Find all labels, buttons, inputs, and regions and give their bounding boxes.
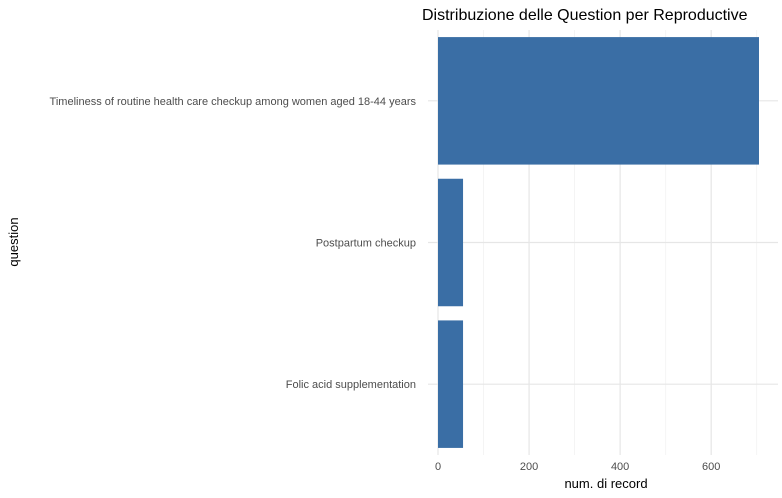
x-tick-label: 0 xyxy=(435,461,441,473)
y-tick-label: Timeliness of routine health care checku… xyxy=(50,96,417,108)
bars xyxy=(438,37,759,448)
x-axis-title: num. di record xyxy=(564,476,647,491)
x-tick-label: 600 xyxy=(702,461,720,473)
y-tick-label: Postpartum checkup xyxy=(316,238,416,250)
x-tick-label: 200 xyxy=(520,461,538,473)
x-tick-labels: 0 200 400 600 xyxy=(435,461,720,473)
y-tick-label: Folic acid supplementation xyxy=(286,379,416,391)
bar xyxy=(438,37,759,165)
y-tick-labels: Timeliness of routine health care checku… xyxy=(50,96,417,391)
bar xyxy=(438,178,464,307)
chart-title: Distribuzione delle Question per Reprodu… xyxy=(422,7,748,24)
x-tick-label: 400 xyxy=(611,461,629,473)
bar xyxy=(438,320,464,448)
y-axis-title: question xyxy=(6,217,21,266)
